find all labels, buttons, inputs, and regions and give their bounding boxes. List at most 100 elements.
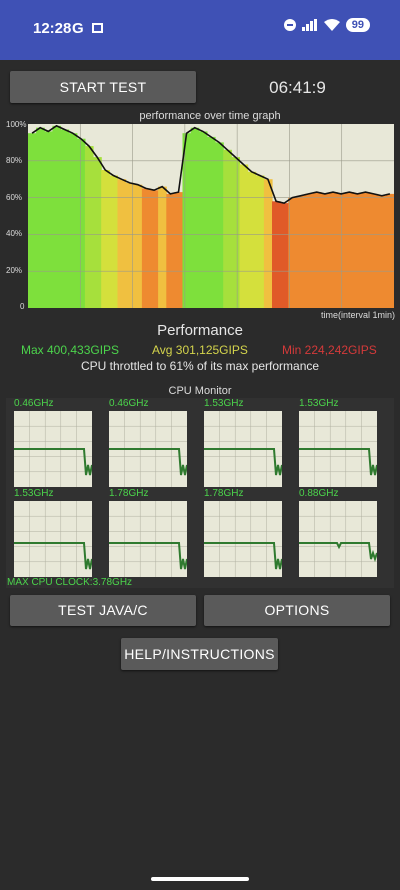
signal-icon bbox=[301, 19, 318, 31]
core-graph bbox=[299, 411, 378, 487]
cpu-monitor-title: CPU Monitor bbox=[168, 385, 232, 397]
y-label: 60% bbox=[6, 193, 23, 202]
core-graph bbox=[109, 501, 188, 577]
core-frequency: 1.78GHz bbox=[109, 488, 149, 499]
performance-graph bbox=[28, 124, 394, 308]
core-trace-line bbox=[14, 448, 93, 476]
core-graph bbox=[204, 411, 283, 487]
performance-bar bbox=[174, 192, 184, 308]
performance-bar bbox=[117, 179, 127, 308]
google-icon: G bbox=[72, 20, 84, 37]
performance-bar bbox=[345, 192, 354, 308]
graph-x-label: time(interval 1min) bbox=[320, 310, 395, 320]
performance-chart bbox=[28, 124, 394, 308]
core-trace-line bbox=[109, 448, 188, 476]
performance-bar bbox=[68, 133, 78, 308]
performance-bar bbox=[28, 133, 37, 308]
performance-bar bbox=[84, 146, 94, 308]
cpu-core: 1.53GHz bbox=[196, 398, 288, 487]
core-trace-chart bbox=[14, 501, 93, 577]
status-time: 12:28 bbox=[33, 20, 72, 37]
performance-bar bbox=[247, 171, 257, 308]
performance-bar bbox=[125, 182, 135, 308]
core-frequency: 0.46GHz bbox=[109, 398, 149, 409]
status-icons: 99 bbox=[283, 18, 370, 32]
cpu-core: 0.46GHz bbox=[6, 398, 98, 487]
core-trace-chart bbox=[204, 501, 283, 577]
performance-bar bbox=[272, 201, 281, 308]
y-label: 100% bbox=[6, 120, 27, 129]
performance-bar bbox=[263, 179, 273, 308]
core-trace-chart bbox=[109, 501, 188, 577]
performance-bar bbox=[101, 170, 110, 308]
do-not-disturb-icon bbox=[283, 19, 296, 31]
performance-bar bbox=[280, 203, 289, 308]
core-trace-line bbox=[299, 542, 378, 563]
performance-bar bbox=[206, 136, 216, 308]
performance-bar bbox=[76, 138, 86, 308]
max-stat: Max 400,433GIPS bbox=[21, 343, 120, 357]
core-trace-line bbox=[109, 542, 188, 570]
performance-bar bbox=[52, 125, 62, 308]
performance-bar bbox=[255, 175, 265, 308]
performance-bar bbox=[353, 193, 362, 308]
core-frequency: 1.53GHz bbox=[299, 398, 339, 409]
performance-bar bbox=[215, 142, 224, 308]
battery-icon: 99 bbox=[345, 18, 370, 32]
cpu-core: 1.78GHz bbox=[196, 488, 288, 577]
performance-bar bbox=[320, 193, 330, 308]
core-trace-line bbox=[299, 448, 378, 476]
throttle-summary: CPU throttled to 61% of its max performa… bbox=[80, 359, 320, 373]
core-frequency: 0.46GHz bbox=[14, 398, 54, 409]
core-graph bbox=[14, 411, 93, 487]
performance-bar bbox=[166, 193, 175, 308]
performance-bar bbox=[182, 133, 192, 308]
avg-stat: Avg 301,125GIPS bbox=[152, 343, 248, 357]
performance-bar bbox=[109, 175, 118, 308]
core-trace-line bbox=[14, 542, 93, 570]
test-java-c-button[interactable]: TEST JAVA/C bbox=[10, 595, 196, 626]
core-frequency: 1.53GHz bbox=[204, 398, 244, 409]
performance-bar bbox=[239, 164, 249, 308]
core-trace-line bbox=[204, 542, 283, 570]
performance-bar bbox=[288, 197, 297, 308]
core-graph bbox=[14, 501, 93, 577]
home-gesture-bar[interactable] bbox=[151, 877, 249, 881]
performance-bar bbox=[150, 190, 159, 308]
options-button[interactable]: OPTIONS bbox=[204, 595, 390, 626]
performance-bar bbox=[60, 129, 70, 308]
max-cpu-clock: MAX CPU CLOCK:3.78GHz bbox=[7, 577, 133, 588]
core-trace-chart bbox=[14, 411, 93, 487]
core-graph bbox=[109, 411, 188, 487]
cpu-core: 1.53GHz bbox=[6, 488, 98, 577]
y-label: 20% bbox=[6, 266, 23, 275]
performance-bar bbox=[223, 149, 232, 308]
performance-bar bbox=[369, 193, 379, 308]
performance-bar bbox=[377, 195, 387, 308]
performance-bar bbox=[231, 157, 240, 308]
performance-bar bbox=[385, 193, 394, 308]
graph-title: performance over time graph bbox=[139, 110, 281, 122]
performance-bar bbox=[190, 127, 200, 308]
cpu-core: 1.53GHz bbox=[291, 398, 383, 487]
core-trace-chart bbox=[299, 411, 378, 487]
wifi-icon bbox=[323, 19, 340, 31]
start-test-button[interactable]: START TEST bbox=[10, 71, 196, 103]
performance-bar bbox=[93, 157, 102, 308]
core-graph bbox=[204, 501, 283, 577]
performance-bar bbox=[361, 192, 371, 308]
performance-bar bbox=[133, 184, 143, 308]
core-trace-chart bbox=[299, 501, 378, 577]
performance-bar bbox=[328, 192, 338, 308]
performance-title: Performance bbox=[157, 322, 243, 339]
help-instructions-button[interactable]: HELP/INSTRUCTIONS bbox=[121, 638, 278, 670]
performance-bar bbox=[312, 192, 322, 308]
cpu-core: 0.88GHz bbox=[291, 488, 383, 577]
performance-bar bbox=[198, 131, 208, 308]
core-trace-chart bbox=[109, 411, 188, 487]
performance-bar bbox=[304, 193, 314, 308]
core-trace-line bbox=[204, 448, 283, 476]
y-label: 80% bbox=[6, 156, 23, 165]
core-frequency: 1.53GHz bbox=[14, 488, 54, 499]
performance-bar bbox=[158, 186, 167, 308]
